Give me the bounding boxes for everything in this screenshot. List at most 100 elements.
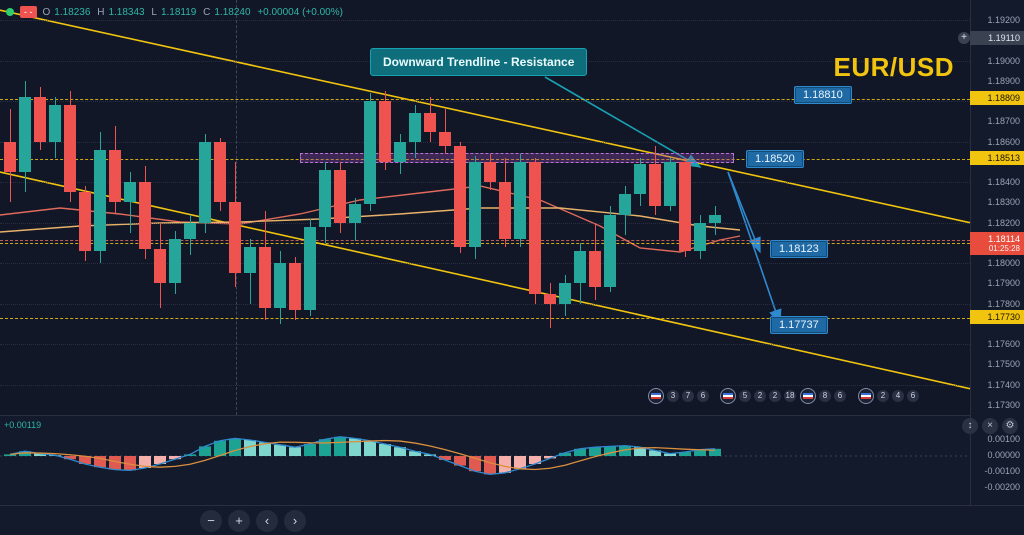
ohlc-values: O1.18236 H1.18343 L1.18119 C1.18240 +0.0… [43,7,347,18]
candle[interactable] [199,142,211,223]
candle[interactable] [379,101,391,162]
price-axis[interactable]: 1.192001.191101.190001.189001.188001.187… [970,0,1024,415]
news-badge-cluster[interactable]: 86 [800,388,846,404]
flag-icon[interactable] [720,388,736,404]
candle[interactable] [364,101,376,204]
price-axis-badge[interactable]: 1.18809 [970,91,1024,105]
news-count-badge[interactable]: 7 [682,390,694,402]
candle[interactable] [79,192,91,251]
news-count-badge[interactable]: 18 [784,390,796,402]
price-tick: 1.17900 [974,278,1020,288]
price-tick: 1.18900 [974,76,1020,86]
candle[interactable] [634,164,646,194]
candle[interactable] [694,223,706,251]
candle[interactable] [64,105,76,192]
candle[interactable] [589,251,601,287]
news-count-badge[interactable]: 2 [754,390,766,402]
candle[interactable] [274,263,286,308]
news-count-badge[interactable]: 8 [819,390,831,402]
news-badge-cluster[interactable]: 52218 [720,388,796,404]
candle[interactable] [304,227,316,310]
price-tick: 1.18700 [974,116,1020,126]
chart-area[interactable]: Downward Trendline - Resistance 1.18810 1… [0,0,970,415]
timeframe-pill[interactable]: - - [20,6,37,18]
candle[interactable] [229,202,241,273]
candle[interactable] [184,223,196,239]
candle[interactable] [214,142,226,203]
candle[interactable] [4,142,16,172]
candle[interactable] [349,204,361,222]
candle[interactable] [154,249,166,283]
price-label[interactable]: 1.18520 [746,150,804,168]
crosshair-price-badge[interactable]: +1.19110 [970,31,1024,45]
candle[interactable] [604,215,616,288]
candle[interactable] [529,162,541,294]
chart-stage: - - O1.18236 H1.18343 L1.18119 C1.18240 … [0,0,1024,535]
candle[interactable] [499,182,511,239]
candle[interactable] [259,247,271,308]
macd-tick: -0.00100 [974,466,1020,476]
candle[interactable] [469,162,481,247]
news-count-badge[interactable]: 3 [667,390,679,402]
news-count-badge[interactable]: 6 [697,390,709,402]
news-count-badge[interactable]: 5 [739,390,751,402]
news-count-badge[interactable]: 6 [907,390,919,402]
news-count-badge[interactable]: 6 [834,390,846,402]
candle[interactable] [289,263,301,310]
macd-pane[interactable] [0,415,970,505]
indicator-move-icon[interactable]: ↕ [962,418,978,434]
price-label[interactable]: 1.18123 [770,240,828,258]
flag-icon[interactable] [648,388,664,404]
candle[interactable] [334,170,346,223]
macd-value-label: +0.00119 [4,420,41,430]
news-count-badge[interactable]: 4 [892,390,904,402]
candle[interactable] [169,239,181,284]
price-label[interactable]: 1.18810 [794,86,852,104]
candle[interactable] [409,113,421,141]
news-badge-cluster[interactable]: 376 [648,388,709,404]
candle[interactable] [94,150,106,251]
candle[interactable] [34,97,46,142]
candle[interactable] [484,162,496,182]
indicator-settings-icon[interactable]: ⚙ [1002,418,1018,434]
scroll-right-button[interactable]: › [284,510,306,532]
candle[interactable] [19,97,31,172]
price-axis-badge[interactable]: 1.17730 [970,310,1024,324]
candle[interactable] [109,150,121,203]
news-badge-cluster[interactable]: 246 [858,388,919,404]
candle[interactable] [439,132,451,146]
macd-bar [274,445,286,456]
price-tick: 1.17400 [974,380,1020,390]
flag-icon[interactable] [800,388,816,404]
candle[interactable] [454,146,466,247]
candle[interactable] [664,162,676,207]
candle[interactable] [319,170,331,227]
candle[interactable] [574,251,586,283]
annotation-callout[interactable]: Downward Trendline - Resistance [370,48,587,76]
candle[interactable] [619,194,631,214]
candle[interactable] [709,215,721,223]
zoom-in-button[interactable]: + [228,510,250,532]
news-count-badge[interactable]: 2 [769,390,781,402]
candle[interactable] [139,182,151,249]
candle[interactable] [559,283,571,303]
ohlc-strip: - - O1.18236 H1.18343 L1.18119 C1.18240 … [6,6,347,18]
price-axis-badge[interactable]: 1.18513 [970,151,1024,165]
candle[interactable] [514,162,526,239]
price-label[interactable]: 1.17737 [770,316,828,334]
candle[interactable] [394,142,406,162]
zoom-out-button[interactable]: − [200,510,222,532]
candle[interactable] [649,164,661,207]
flag-icon[interactable] [858,388,874,404]
candle[interactable] [544,294,556,304]
candle[interactable] [124,182,136,202]
candle[interactable] [679,162,691,251]
candle[interactable] [49,105,61,141]
scroll-left-button[interactable]: ‹ [256,510,278,532]
indicator-close-icon[interactable]: × [982,418,998,434]
price-axis-badge[interactable]: 1.1811401:25:28 [970,232,1024,255]
candle[interactable] [424,113,436,131]
candle[interactable] [244,247,256,273]
news-count-badge[interactable]: 2 [877,390,889,402]
macd-bar [229,438,241,456]
